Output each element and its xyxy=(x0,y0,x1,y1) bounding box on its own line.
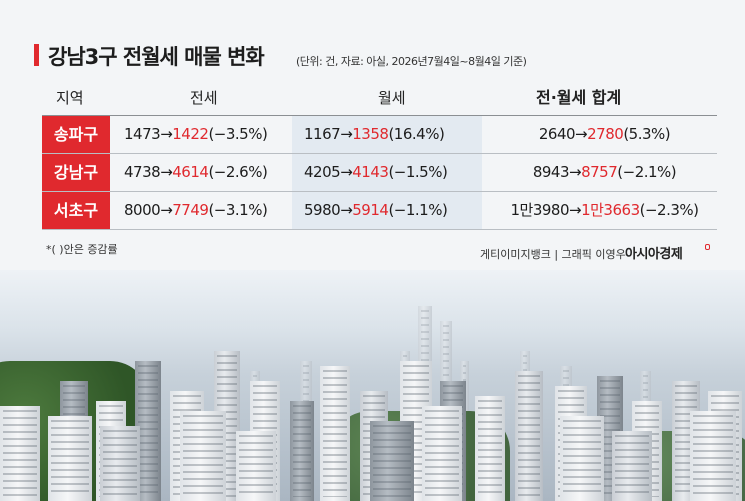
image-credit: 게티이미지뱅크 | 그래픽 이영우 xyxy=(480,248,626,261)
header-divider xyxy=(42,115,717,116)
wolse-after: 4143 xyxy=(352,163,389,181)
total-cell: 1만3980→1만3663(−2.3%) xyxy=(492,192,717,229)
arrow-icon: → xyxy=(160,125,173,143)
wolse-change: (−1.5%) xyxy=(388,163,448,181)
header-jeonse: 전세 xyxy=(190,89,218,107)
table-row: 서초구 8000→7749(−3.1%) 5980→5914(−1.1%) 1만… xyxy=(42,192,717,229)
title-accent-bar xyxy=(34,44,39,66)
total-after: 1만3663 xyxy=(581,201,640,219)
row-divider xyxy=(42,153,717,154)
region-badge: 송파구 xyxy=(42,116,110,153)
arrow-icon: → xyxy=(575,125,588,143)
source-note: (단위: 건, 자료: 아실, 2026년7월4일~8월4일 기준) xyxy=(296,55,527,68)
jeonse-change: (−3.5%) xyxy=(208,125,268,143)
arrow-icon: → xyxy=(160,201,173,219)
total-change: (5.3%) xyxy=(623,125,671,143)
page-title: 강남3구 전월세 매물 변화 xyxy=(48,45,265,69)
wolse-band xyxy=(292,192,482,229)
jeonse-change: (−3.1%) xyxy=(208,201,268,219)
region-badge: 강남구 xyxy=(42,154,110,191)
arrow-icon: → xyxy=(340,201,353,219)
total-cell: 8943→8757(−2.1%) xyxy=(492,154,717,191)
table-row: 송파구 1473→1422(−3.5%) 1167→1358(16.4%) 26… xyxy=(42,116,717,153)
total-before: 1만3980 xyxy=(510,201,570,219)
total-before: 2640 xyxy=(538,125,576,143)
jeonse-before: 1473 xyxy=(124,125,161,143)
wolse-band xyxy=(292,116,482,153)
header-region: 지역 xyxy=(56,89,84,107)
wolse-after: 1358 xyxy=(352,125,389,143)
wolse-before: 1167 xyxy=(304,125,341,143)
row-divider xyxy=(42,229,717,230)
jeonse-cell: 4738→4614(−2.6%) xyxy=(124,154,268,191)
table-row: 강남구 4738→4614(−2.6%) 4205→4143(−1.5%) 89… xyxy=(42,154,717,191)
arrow-icon: → xyxy=(569,163,582,181)
wolse-cell: 5980→5914(−1.1%) xyxy=(304,192,448,229)
total-after: 8757 xyxy=(581,163,618,181)
region-badge: 서초구 xyxy=(42,192,110,229)
brand-logo: 아시아경제 xyxy=(625,247,683,262)
row-divider xyxy=(42,191,717,192)
jeonse-after: 4614 xyxy=(172,163,209,181)
wolse-before: 4205 xyxy=(304,163,341,181)
arrow-icon: → xyxy=(160,163,173,181)
jeonse-before: 4738 xyxy=(124,163,161,181)
footnote: *( )안은 증감률 xyxy=(46,243,118,256)
jeonse-after: 1422 xyxy=(172,125,209,143)
wolse-change: (−1.1%) xyxy=(388,201,448,219)
wolse-cell: 1167→1358(16.4%) xyxy=(304,116,445,153)
total-change: (−2.3%) xyxy=(639,201,699,219)
brand-mark-icon xyxy=(705,244,710,250)
jeonse-cell: 8000→7749(−3.1%) xyxy=(124,192,268,229)
wolse-cell: 4205→4143(−1.5%) xyxy=(304,154,448,191)
arrow-icon: → xyxy=(569,201,582,219)
jeonse-change: (−2.6%) xyxy=(208,163,268,181)
wolse-band xyxy=(292,154,482,191)
jeonse-after: 7749 xyxy=(172,201,209,219)
total-before: 8943 xyxy=(532,163,570,181)
total-after: 2780 xyxy=(587,125,624,143)
wolse-after: 5914 xyxy=(352,201,389,219)
wolse-change: (16.4%) xyxy=(388,125,445,143)
jeonse-before: 8000 xyxy=(124,201,161,219)
city-skyline-photo xyxy=(0,270,745,501)
total-change: (−2.1%) xyxy=(617,163,677,181)
header-total: 전·월세 합계 xyxy=(536,88,622,107)
total-cell: 2640→2780(5.3%) xyxy=(492,116,717,153)
wolse-before: 5980 xyxy=(304,201,341,219)
arrow-icon: → xyxy=(340,163,353,181)
infographic-card: 강남3구 전월세 매물 변화 (단위: 건, 자료: 아실, 2026년7월4일… xyxy=(34,44,717,262)
arrow-icon: → xyxy=(340,125,353,143)
header-wolse: 월세 xyxy=(378,89,406,107)
jeonse-cell: 1473→1422(−3.5%) xyxy=(124,116,268,153)
